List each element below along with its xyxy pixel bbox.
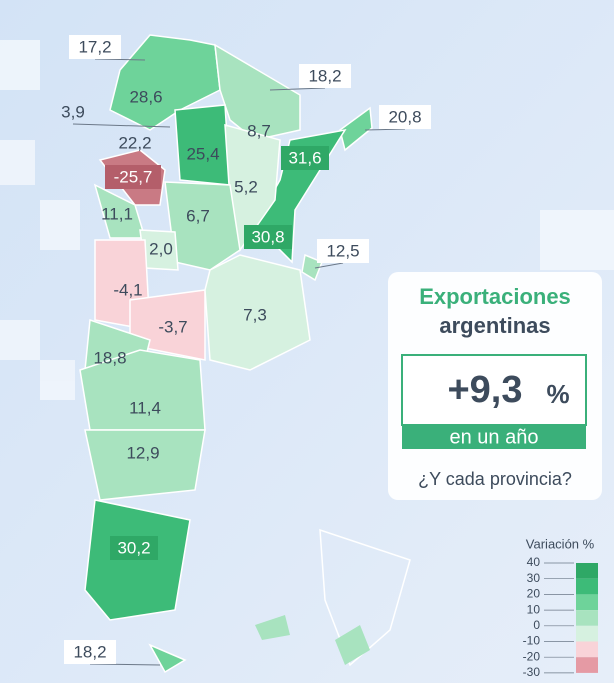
leader-line <box>269 87 326 91</box>
label-box <box>299 64 351 88</box>
headline-value: +9,3 <box>447 369 522 411</box>
headline-unit: % <box>546 379 569 409</box>
legend-tick: 30 <box>527 571 541 585</box>
province-value: 2,0 <box>149 239 173 258</box>
map <box>79 34 373 674</box>
province-value: 18,2 <box>73 642 106 661</box>
province-value: 12,5 <box>326 241 359 260</box>
summary-panel: Exportaciones argentinas +9,3 % en un añ… <box>388 272 602 500</box>
legend-swatch <box>576 610 598 626</box>
label-box <box>379 105 431 129</box>
legend-swatch <box>576 563 598 579</box>
label-box <box>64 640 116 664</box>
province-value: 31,6 <box>288 148 321 167</box>
label-box <box>281 146 329 170</box>
province-value: 5,2 <box>234 177 258 196</box>
province-value: -4,1 <box>113 280 142 299</box>
legend-tick: 40 <box>527 555 541 569</box>
panel-subtitle: argentinas <box>439 313 550 338</box>
decor-squares <box>0 40 614 400</box>
period: en un año <box>450 426 539 448</box>
province-value: 22,2 <box>118 133 151 152</box>
legend-swatch <box>576 657 598 673</box>
legend-tick: 10 <box>527 602 541 616</box>
province-value: 30,2 <box>117 538 150 557</box>
leader-line <box>94 58 146 61</box>
legend-tick: 0 <box>533 618 540 632</box>
label-box <box>110 536 158 560</box>
legend-tick: 20 <box>527 587 541 601</box>
label-box <box>69 35 121 59</box>
legend-swatch <box>576 625 598 642</box>
province-value: 18,8 <box>93 348 126 367</box>
province-value: 30,8 <box>251 227 284 246</box>
legend-title: Variación % <box>526 536 595 551</box>
province-value: 11,1 <box>101 204 133 223</box>
province-value: 28,6 <box>129 87 162 106</box>
province-value: -3,7 <box>158 317 187 336</box>
legend-swatch <box>576 641 598 658</box>
legend-tick: -30 <box>523 665 541 679</box>
leader-line <box>364 128 406 131</box>
province-value: 12,9 <box>126 443 159 462</box>
province-value: 20,8 <box>388 107 421 126</box>
leader-line <box>314 262 344 269</box>
province-value: 11,4 <box>129 398 161 417</box>
question: ¿Y cada provincia? <box>418 469 572 489</box>
province-value: 17,2 <box>78 37 111 56</box>
antarctic-sector <box>255 528 411 667</box>
panel-title: Exportaciones <box>419 284 571 309</box>
label-box <box>244 225 292 249</box>
label-box <box>105 165 161 189</box>
legend-swatch <box>576 594 598 611</box>
leader-line <box>89 663 161 666</box>
label-box <box>317 239 369 263</box>
leader-line <box>72 123 171 128</box>
province-value: -25,7 <box>114 167 153 186</box>
province-value: 25,4 <box>186 144 219 163</box>
province-labels: 17,2 18,2 20,8 3,9 28,6 22,2 8,7 25,4 31,6 -25,7 5… <box>61 35 431 666</box>
legend-tick: -10 <box>523 634 541 648</box>
province-value: 3,9 <box>61 102 85 121</box>
legend-tick: -20 <box>523 649 541 663</box>
province-value: 6,7 <box>186 206 210 225</box>
province-value: 18,2 <box>308 66 341 85</box>
province-value: 8,7 <box>247 121 271 140</box>
legend-swatch <box>576 578 598 595</box>
province-value: 7,3 <box>243 305 267 324</box>
